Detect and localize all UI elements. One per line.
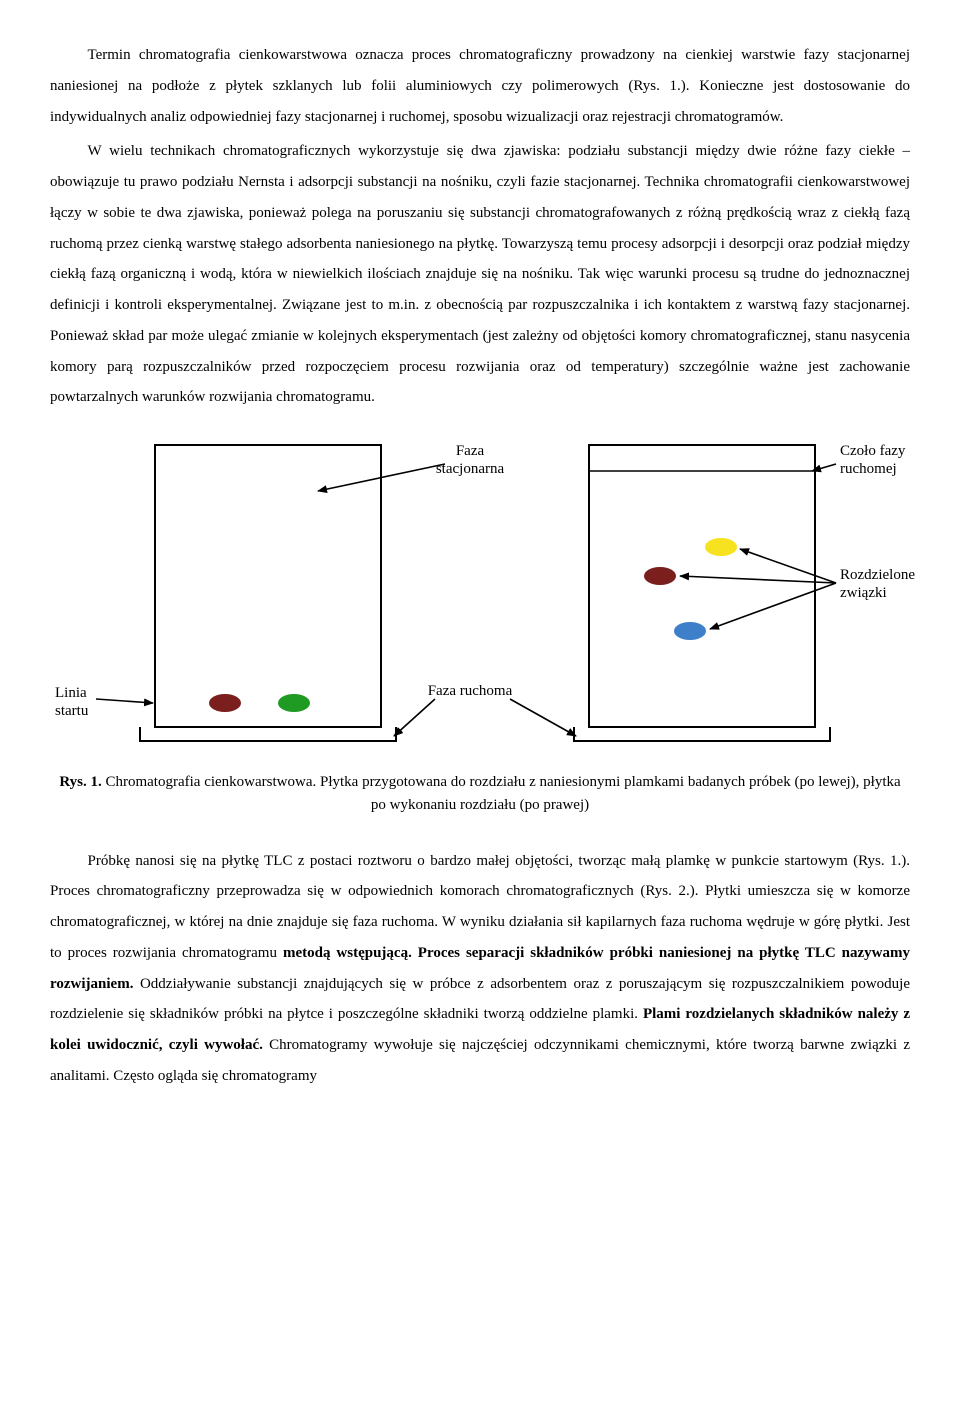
spots-right-spot-1 [705, 538, 737, 556]
right-plate [589, 445, 815, 727]
paragraph-2: W wielu technikach chromatograficznych w… [50, 136, 910, 413]
right-dish [574, 727, 830, 741]
arrow-linia-startu [96, 699, 153, 703]
spots-right-spot-2 [674, 622, 706, 640]
paragraph-1: Termin chromatografia cienkowarstwowa oz… [50, 40, 910, 132]
figure-1-caption: Rys. 1. Chromatografia cienkowarstwowa. … [50, 771, 910, 818]
left-plate [155, 445, 381, 727]
label-czolo-fazy-1: Czoło fazy [840, 443, 906, 459]
paragraph-3: Próbkę nanosi się na płytkę TLC z postac… [50, 846, 910, 1092]
spots-left-spot-0 [209, 694, 241, 712]
figure-1-caption-bold: Rys. 1. [59, 774, 105, 790]
label-rozdzielone-1: Rozdzielone [840, 567, 915, 583]
label-rozdzielone-2: związki [840, 585, 887, 601]
arrow-faza-ruchoma-right [510, 699, 576, 736]
label-czolo-fazy-2: ruchomej [840, 461, 897, 477]
spots-left-spot-1 [278, 694, 310, 712]
label-linia-startu-1: Linia [55, 685, 87, 701]
figure-1-svg: Faza stacjonarna Czoło fazy ruchomej Roz… [50, 431, 930, 761]
figure-1-caption-text: Chromatografia cienkowarstwowa. Płytka p… [105, 774, 900, 813]
label-faza-stacjonarna-1: Faza [456, 443, 485, 459]
left-dish [140, 727, 396, 741]
arrow-faza-ruchoma-left [394, 699, 435, 736]
label-faza-ruchoma: Faza ruchoma [428, 683, 513, 699]
spots-right-spot-0 [644, 567, 676, 585]
figure-1: Faza stacjonarna Czoło fazy ruchomej Roz… [50, 431, 910, 761]
label-linia-startu-2: startu [55, 703, 89, 719]
label-faza-stacjonarna-2: stacjonarna [436, 461, 505, 477]
